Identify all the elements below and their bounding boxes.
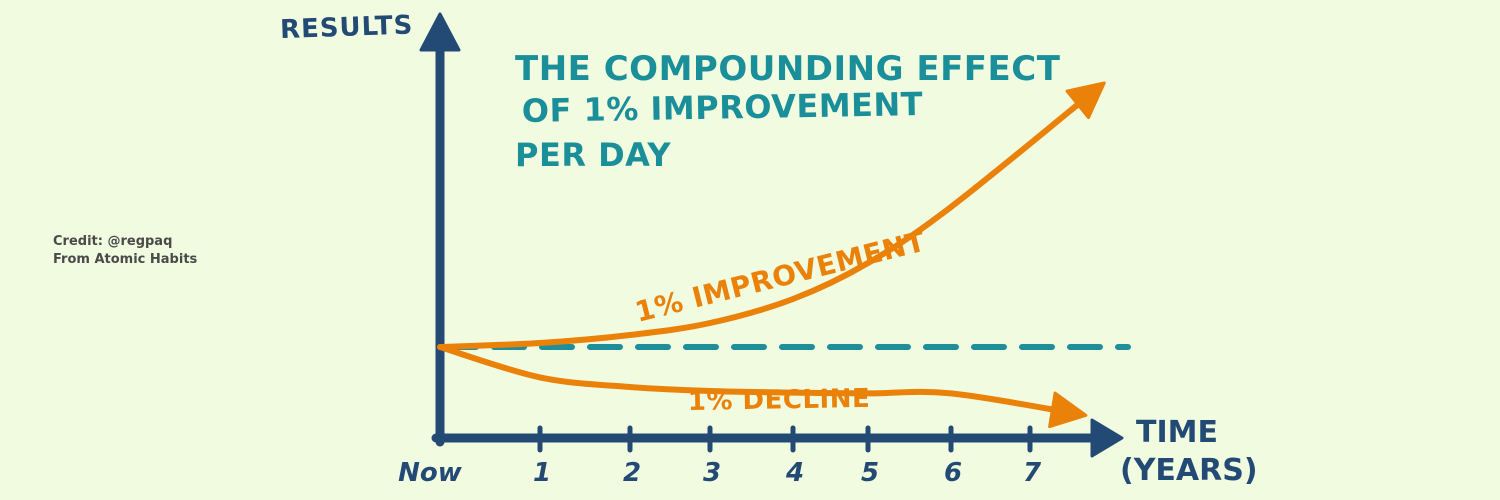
x-tick-label: 7 [1023,458,1042,488]
x-axis-arrowhead [1090,418,1124,458]
x-tick-label: 1 [533,458,551,488]
labels-group: Now 1 2 3 4 5 6 7 RESULTS TIME(YEARS) THE COMPOUND… [280,10,1258,488]
series-line-improvement [437,85,1101,350]
series-label-improvement: 1% IMPROVEMENT [632,225,929,329]
chart-title-line: PER DAY [515,136,671,174]
x-tick-label: 5 [861,458,879,488]
credit-line: Credit: @regpaq [53,234,173,249]
series-line-decline [437,344,1081,417]
credit-source-line: From Atomic Habits [53,252,198,267]
x-tick-label: 4 [785,458,804,488]
series-label-decline: 1% DECLINE [688,384,871,417]
x-axis-label-line: TIME [1136,415,1218,450]
x-axis-label-line: (YEARS) [1120,453,1258,488]
credit-note: Credit: @regpaq From Atomic Habits [53,233,197,269]
y-axis-arrowhead [419,12,461,52]
chart-title-line: OF 1% IMPROVEMENT [521,85,923,130]
x-tick-label: Now [398,458,463,488]
axes-group [419,12,1124,458]
x-tick-label: 6 [944,458,962,488]
x-tick-label: 2 [623,458,641,488]
x-tick-label: 3 [703,458,721,488]
series-arrowhead-decline [1048,391,1088,429]
chart-title-line: THE COMPOUNDING EFFECT [515,49,1061,89]
y-axis-label: RESULTS [280,10,414,45]
series-group [437,81,1131,429]
series-arrowhead-improvement [1065,81,1106,120]
